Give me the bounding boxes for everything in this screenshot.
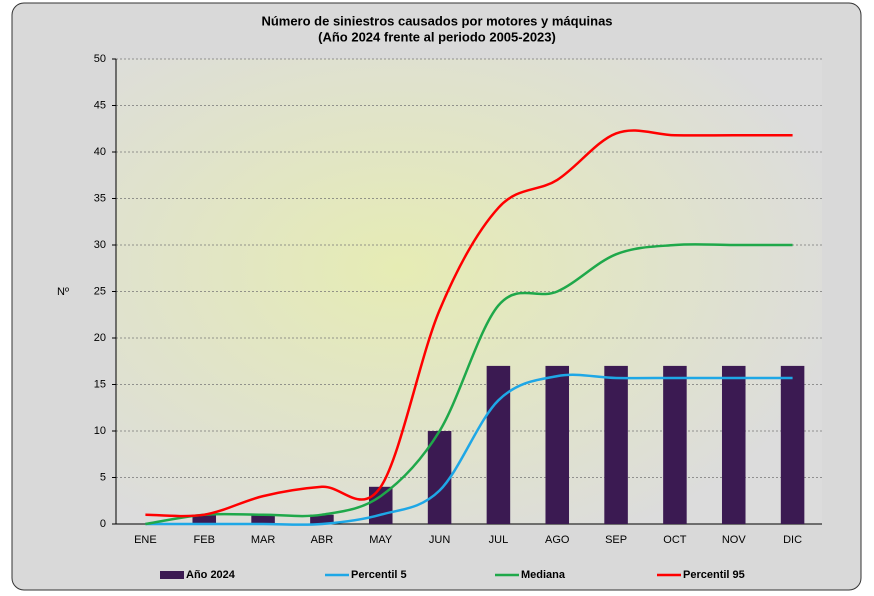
line [145, 243, 793, 526]
legend-label: Percentil 95 [683, 569, 745, 581]
x-tick-label: JUN [429, 534, 450, 546]
bar [486, 365, 511, 524]
bar [780, 365, 805, 524]
legend-label: Percentil 5 [351, 569, 407, 581]
x-tick-label: AGO [545, 534, 570, 546]
line [145, 129, 793, 518]
y-tick-label: 30 [94, 239, 106, 251]
y-tick-label: 35 [94, 192, 106, 204]
bar [251, 514, 275, 524]
x-tick-label: NOV [722, 534, 747, 546]
legend-label: Mediana [521, 569, 566, 581]
y-axis-label: Nº [57, 286, 69, 298]
legend-swatch [160, 571, 184, 579]
bar [192, 514, 217, 524]
y-tick-label: 10 [94, 425, 106, 437]
bar [545, 365, 570, 524]
bar [663, 365, 687, 524]
x-tick-label: DIC [783, 534, 802, 546]
y-tick-label: 15 [94, 378, 106, 390]
y-tick-label: 45 [94, 99, 106, 111]
chart-subtitle: (Año 2024 frente al periodo 2005-2023) [318, 29, 556, 44]
x-tick-label: ABR [311, 534, 334, 546]
y-tick-label: 50 [94, 53, 106, 65]
legend-label: Año 2024 [186, 569, 236, 581]
y-tick-label: 5 [100, 471, 106, 483]
x-tick-label: MAR [251, 534, 276, 546]
x-tick-label: OCT [663, 534, 687, 546]
line [145, 373, 793, 526]
bar [604, 365, 628, 524]
chart-title: Número de siniestros causados por motore… [261, 13, 612, 28]
y-tick-label: 20 [94, 332, 106, 344]
y-tick-label: 25 [94, 285, 106, 297]
bar [427, 431, 452, 524]
bar [721, 365, 746, 524]
x-tick-label: SEP [605, 534, 627, 546]
bar [368, 486, 393, 524]
bar [310, 514, 334, 524]
y-tick-label: 0 [100, 518, 106, 530]
x-tick-label: MAY [369, 534, 393, 546]
y-tick-label: 40 [94, 146, 106, 158]
x-tick-label: FEB [194, 534, 215, 546]
x-tick-label: ENE [134, 534, 157, 546]
x-tick-label: JUL [489, 534, 509, 546]
